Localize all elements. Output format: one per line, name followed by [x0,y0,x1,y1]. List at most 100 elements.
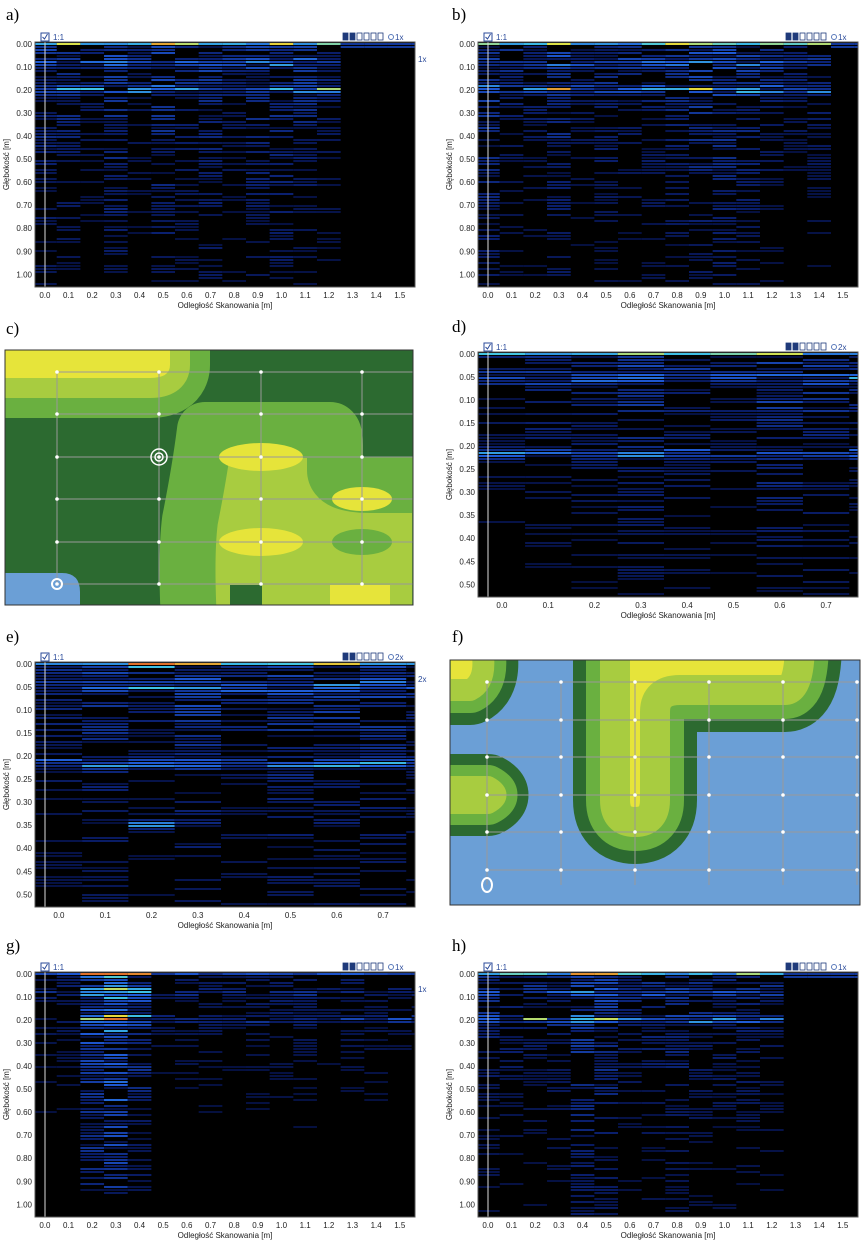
scan-stripe [314,903,360,905]
scan-stripe [175,687,221,689]
x-tick-label: 1.5 [837,291,849,300]
scan-stripe [713,163,737,165]
scan-stripe [523,1162,547,1164]
y-tick-label: 1.00 [459,270,475,279]
scan-stripe [175,991,199,993]
scan-stripe [270,1018,294,1020]
scan-stripe [293,1009,317,1011]
scan-stripe [618,130,642,132]
scan-stripe [128,124,152,126]
scan-stripe [547,208,571,210]
scan-stripe [594,1015,618,1017]
x-tick-label: 0.4 [577,291,589,300]
scan-stripe [478,217,500,219]
scan-stripe [618,500,664,502]
scan-stripe [270,55,294,57]
scan-stripe [689,1132,713,1134]
x-tick-label: 0.7 [205,291,217,300]
scan-stripe [175,693,221,695]
scan-stripe [104,1165,128,1167]
scan-stripe [760,280,784,282]
scan-stripe [246,160,270,162]
scan-stripe [665,1180,689,1182]
scan-stripe [665,1099,689,1101]
scan-stripe [547,163,571,165]
scan-stripe [293,127,317,129]
scan-stripe [665,145,689,147]
scan-stripe [571,506,617,508]
scan-stripe [757,416,803,418]
scan-stripe [594,73,618,75]
scan-stripe [82,867,128,869]
scan-stripe [175,199,199,201]
scan-stripe [388,994,412,996]
scan-stripe [547,991,571,993]
scan-stripe [665,100,689,102]
scan-stripe [500,103,524,105]
scan-stripe [849,503,858,505]
scan-stripe [571,202,595,204]
scan-stripe [689,271,713,273]
y-tick-label: 0.80 [16,1154,32,1163]
scan-stripe [571,130,595,132]
scan-stripe [360,693,406,695]
scan-stripe [104,115,128,117]
scan-stripe [360,870,406,872]
scan-stripe [760,91,784,93]
scan-stripe [80,91,104,93]
y-axis-title: Głębokość [m] [2,759,11,810]
scan-stripe [525,452,571,454]
scan-stripe [128,1009,152,1011]
scan-stripe [270,109,294,111]
scan-stripe [807,91,831,93]
scan-stripe [736,160,760,162]
y-tick-label: 0.00 [16,40,32,49]
scan-stripe [57,1060,81,1062]
scan-stripe [831,973,855,975]
scan-stripe [128,1069,152,1071]
scan-stripe [128,768,174,770]
scan-stripe [341,973,365,975]
scan-stripe [664,359,710,361]
scan-stripe [406,687,415,689]
scan-stripe [713,208,737,210]
scan-stripe [36,741,82,743]
scan-stripe [222,1018,246,1020]
scan-stripe [849,536,858,538]
scan-stripe [221,810,267,812]
scan-stripe [57,256,81,258]
scan-stripe [665,205,689,207]
scan-stripe [246,256,270,258]
scan-stripe [478,145,500,147]
scan-stripe [760,151,784,153]
scan-stripe [547,187,571,189]
scan-stripe [82,681,128,683]
scan-stripe [314,882,360,884]
scan-stripe [82,756,128,758]
scan-stripe [128,109,152,111]
scan-stripe [736,1183,760,1185]
scan-stripe [293,1012,317,1014]
scan-stripe [80,1159,104,1161]
scan-stripe [270,235,294,237]
scan-stripe [760,1021,784,1023]
scan-stripe [807,976,831,978]
scan-stripe [82,669,128,671]
scan-stripe [175,663,221,665]
scan-stripe [547,1090,571,1092]
scan-stripe [199,1105,223,1107]
scan-stripe [80,1036,104,1038]
scan-stripe [760,1045,784,1047]
scan-stripe [36,723,82,725]
scan-stripe [36,780,82,782]
scan-stripe [803,380,849,382]
scan-stripe [270,88,294,90]
scan-stripe [267,858,313,860]
scan-stripe [314,801,360,803]
scan-stripe [736,82,760,84]
scan-stripe [128,1075,152,1077]
scan-stripe [36,861,82,863]
scan-stripe [35,1111,57,1113]
scan-stripe [221,756,267,758]
scan-stripe [713,1078,737,1080]
